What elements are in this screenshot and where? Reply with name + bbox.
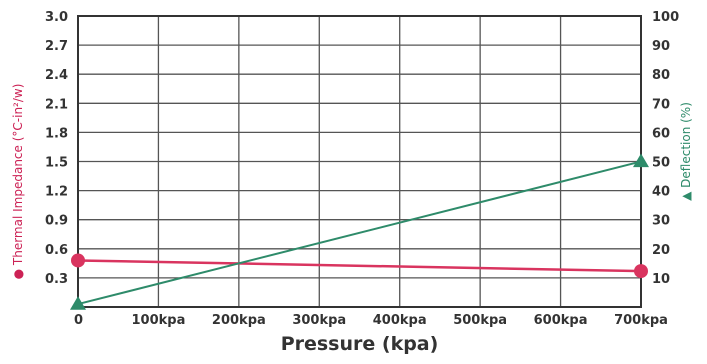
x-tick-label: 0 [74, 313, 83, 328]
y-left-tick-label: 3.0 [45, 10, 68, 25]
data-point-triangle [70, 296, 86, 310]
y-right-tick-label: 80 [652, 68, 670, 83]
x-tick-label: 700kpa [614, 313, 668, 328]
y-right-tick-label: 40 [652, 185, 670, 200]
x-tick-label: 300kpa [292, 313, 346, 328]
y-right-tick-label: 60 [652, 126, 670, 141]
y-right-tick-label: 70 [652, 97, 670, 112]
x-tick-label: 100kpa [131, 313, 185, 328]
x-tick-label: 200kpa [212, 313, 266, 328]
y-left-tick-label: 0.9 [45, 214, 68, 229]
y-left-tick-label: 2.4 [45, 68, 68, 83]
data-point-triangle [633, 153, 649, 168]
data-point-circle [634, 264, 648, 279]
y-left-tick-label: 0.6 [45, 243, 68, 258]
y-left-tick-label: 1.5 [45, 156, 68, 171]
x-tick-label: 400kpa [373, 313, 427, 328]
y-right-tick-label: 10 [652, 272, 670, 287]
y-left-tick-label: 1.8 [45, 126, 68, 141]
x-axis-title: Pressure (kpa) [281, 333, 439, 355]
data-point-circle [71, 253, 85, 268]
y-right-tick-label: 100 [652, 10, 679, 25]
y-left-tick-label: 0.3 [45, 272, 68, 287]
y-left-axis-title: ● Thermal Impedance (°C-in²/w) [11, 84, 25, 280]
x-tick-label: 500kpa [453, 313, 507, 328]
y-right-tick-label: 30 [652, 214, 670, 229]
y-left-tick-label: 1.2 [45, 185, 68, 200]
y-left-tick-label: 2.1 [45, 97, 68, 112]
series-line-left [77, 259, 642, 273]
y-right-tick-label: 50 [652, 156, 670, 171]
series-line-right [77, 160, 642, 306]
x-tick-label: 600kpa [534, 313, 588, 328]
y-right-axis-title: ▲ Deflection (%) [679, 102, 693, 201]
y-right-tick-label: 20 [652, 243, 670, 258]
y-right-tick-label: 90 [652, 39, 670, 54]
y-left-tick-label: 2.7 [45, 39, 68, 54]
